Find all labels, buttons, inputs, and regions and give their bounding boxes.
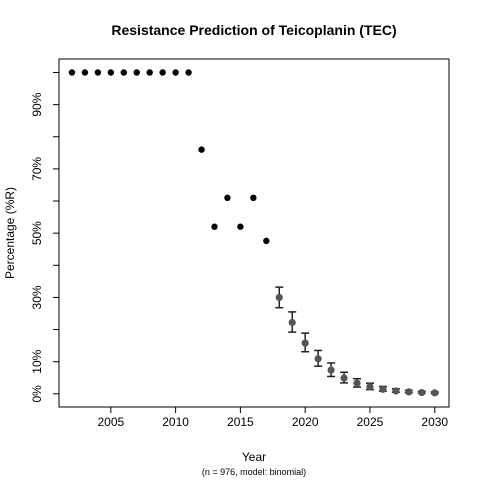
plot-area: 2005 2010 2015 2020 2025 2030 0% 10% 30% 50% 70% 9… bbox=[30, 58, 450, 429]
x-tick-label: 2010 bbox=[162, 415, 189, 429]
x-tick-label: 2020 bbox=[292, 415, 319, 429]
x-tick-label: 2025 bbox=[357, 415, 384, 429]
observed-point bbox=[198, 146, 205, 153]
predicted-point bbox=[314, 355, 322, 363]
chart-title: Resistance Prediction of Teicoplanin (TE… bbox=[111, 22, 396, 38]
observed-point bbox=[237, 223, 244, 230]
observed-point bbox=[224, 194, 231, 202]
observed-point bbox=[159, 69, 166, 76]
x-axis: 2005 2010 2015 2020 2025 2030 bbox=[97, 407, 448, 429]
observed-point bbox=[172, 69, 179, 76]
observed-point bbox=[250, 194, 257, 202]
y-tick-label: 30% bbox=[30, 285, 44, 309]
observed-point bbox=[120, 69, 127, 76]
y-tick-label: 10% bbox=[30, 349, 44, 373]
predicted-point bbox=[379, 385, 387, 393]
chart-caption: (n = 976, model: binomial) bbox=[202, 467, 306, 477]
y-tick-label: 90% bbox=[30, 92, 44, 116]
observed-point bbox=[94, 69, 102, 76]
observed-point bbox=[81, 69, 89, 76]
observed-point bbox=[133, 69, 140, 76]
y-axis-label: Percentage (%R) bbox=[3, 187, 17, 279]
predicted-point bbox=[340, 374, 348, 382]
observed-point bbox=[185, 69, 192, 76]
predicted-point bbox=[405, 388, 413, 396]
data-marks bbox=[68, 69, 439, 397]
observed-point bbox=[211, 223, 218, 230]
y-axis: 0% 10% 30% 50% 70% 90% bbox=[30, 71, 59, 403]
x-tick-label: 2005 bbox=[97, 415, 124, 429]
predicted-point bbox=[353, 379, 361, 387]
predicted-point bbox=[392, 387, 400, 395]
predicted-point bbox=[301, 339, 309, 347]
observed-point bbox=[68, 69, 76, 76]
predicted-point bbox=[288, 318, 296, 327]
predicted-point bbox=[418, 388, 426, 397]
observed-point bbox=[146, 69, 153, 76]
predicted-point bbox=[366, 383, 374, 391]
predicted-point bbox=[275, 293, 283, 302]
y-tick-label: 0% bbox=[30, 385, 44, 403]
predicted-point bbox=[327, 366, 335, 374]
x-axis-label: Year bbox=[242, 450, 266, 464]
observed-point bbox=[263, 237, 270, 245]
observed-point bbox=[107, 69, 115, 76]
y-tick-label: 50% bbox=[30, 221, 44, 245]
y-tick-label: 70% bbox=[30, 157, 44, 181]
x-tick-label: 2030 bbox=[421, 415, 448, 429]
plot-frame bbox=[58, 58, 450, 408]
predicted-point bbox=[431, 389, 439, 397]
x-tick-label: 2015 bbox=[227, 415, 254, 429]
